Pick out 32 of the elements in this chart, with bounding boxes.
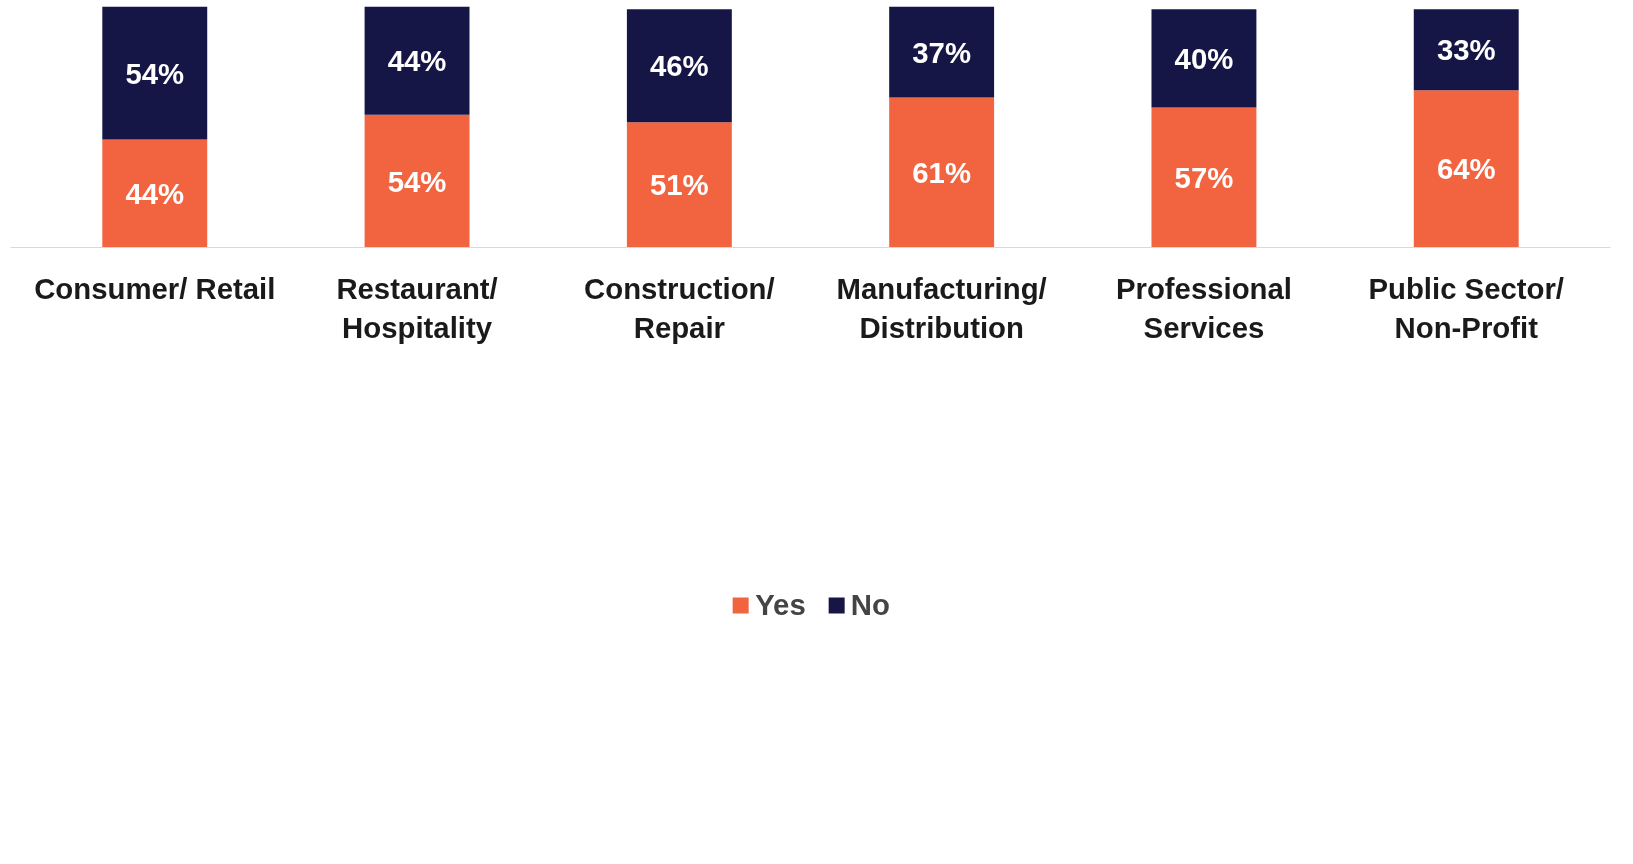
data-label: 57% [1174, 160, 1234, 194]
bar [364, 6, 470, 115]
data-label: 46% [650, 49, 709, 83]
x-tick-label: Manufacturing/ Distribution [836, 271, 1047, 345]
legend-label: No [850, 588, 890, 622]
legend-label: Yes [755, 588, 806, 622]
data-label: 54% [387, 164, 447, 198]
bar [889, 6, 995, 98]
x-tick-label: Professional Services [1115, 271, 1292, 345]
data-label: 40% [1174, 41, 1234, 75]
data-label: 37% [912, 35, 971, 69]
x-tick-label: Public Sector/ Non-Profit [1368, 271, 1565, 345]
x-tick-label: Restaurant/ Hospitality [336, 271, 498, 345]
data-label: 64% [1436, 152, 1496, 186]
data-label: 44% [387, 44, 447, 78]
data-label: 61% [912, 156, 971, 190]
bar [626, 122, 732, 248]
bar [102, 6, 208, 140]
bar [1413, 90, 1519, 248]
data-label: 33% [1436, 33, 1496, 67]
bar [889, 97, 995, 248]
data-label: 44% [125, 176, 185, 210]
data-label: 51% [650, 168, 709, 202]
bar [626, 9, 732, 123]
bar [1151, 107, 1257, 248]
x-tick-label: Construction/ Repair [584, 271, 775, 345]
data-label: 54% [125, 56, 185, 90]
x-tick-label: Consumer/ Retail [34, 271, 276, 305]
bar [1413, 9, 1519, 91]
bar [102, 139, 208, 248]
bar [364, 114, 470, 248]
bar [1151, 9, 1257, 108]
